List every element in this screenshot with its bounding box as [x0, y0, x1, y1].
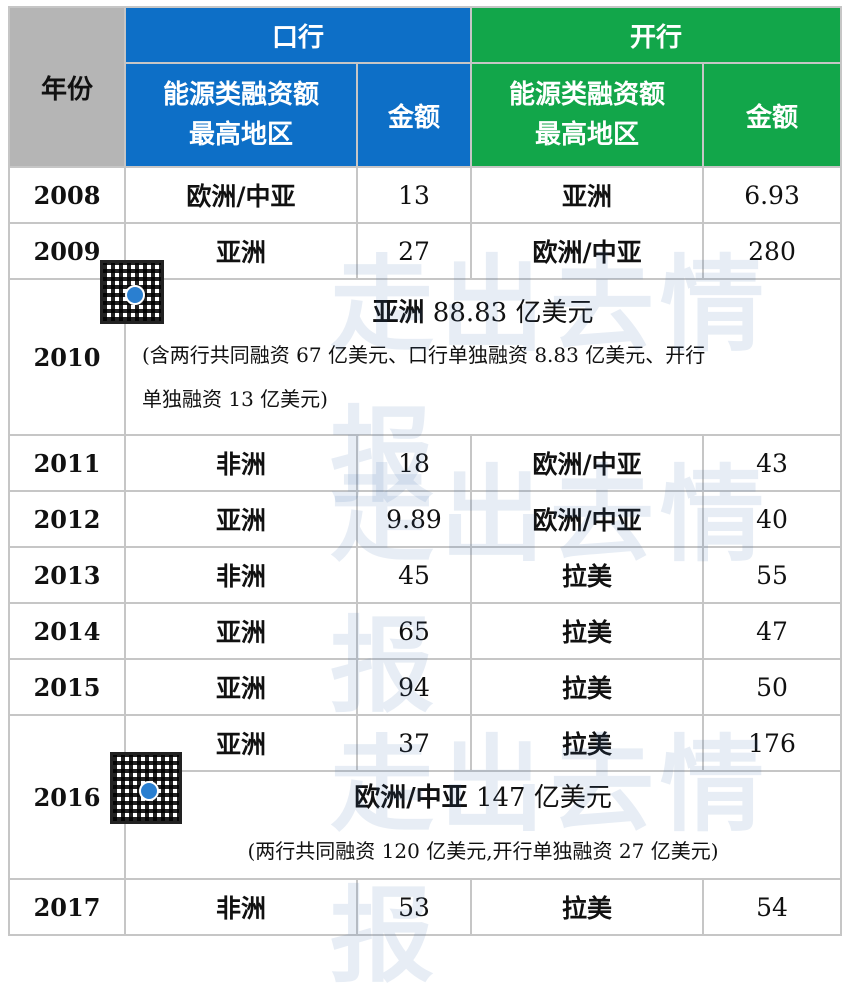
- b-region-cell: 亚洲: [470, 166, 705, 224]
- a-region-cell: 非洲: [124, 878, 358, 936]
- b-amount-cell: 176: [702, 714, 843, 772]
- table-row: 2017 非洲 53 拉美 54: [8, 878, 843, 936]
- b-amount-cell: 43: [702, 434, 843, 492]
- table-row: 2011 非洲 18 欧洲/中亚 43: [8, 434, 843, 492]
- b-amount-cell: 50: [702, 658, 843, 716]
- year-cell: 2015: [8, 658, 126, 716]
- table-row: 2008 欧洲/中亚 13 亚洲 6.93: [8, 166, 843, 224]
- a-region-cell: 欧洲/中亚: [124, 166, 358, 224]
- year-cell: 2017: [8, 878, 126, 936]
- a-region-cell: 非洲: [124, 546, 358, 604]
- a-region-cell: 亚洲: [124, 602, 358, 660]
- b-region-cell: 欧洲/中亚: [470, 434, 705, 492]
- merged-cell-2010: 亚洲 88.83 亿美元 (含两行共同融资 67 亿美元、口行单独融资 8.83…: [123, 278, 843, 436]
- year-cell: 2012: [8, 490, 126, 548]
- b-amount-cell: 55: [702, 546, 843, 604]
- a-amount-cell: 45: [355, 546, 473, 604]
- b-amount-cell: 54: [702, 878, 843, 936]
- year-header: 年份: [8, 6, 126, 168]
- a-amount-cell: 94: [355, 658, 473, 716]
- table-row: 2014 亚洲 65 拉美 47: [8, 602, 843, 660]
- year-cell: 2008: [8, 166, 126, 224]
- group-a-header: 口行: [123, 6, 473, 64]
- a-region-cell: 非洲: [124, 434, 358, 492]
- a-amount-cell: 18: [355, 434, 473, 492]
- b-region-cell: 拉美: [470, 602, 705, 660]
- b-region-cell: 拉美: [470, 658, 705, 716]
- a-region-cell: 亚洲: [124, 658, 358, 716]
- merged-summary-2016: 欧洲/中亚 147 亿美元: [123, 770, 843, 823]
- b-amount-cell: 6.93: [702, 166, 843, 224]
- qr-logo-icon: [139, 781, 159, 801]
- a-amount-cell: 53: [355, 878, 473, 936]
- financing-table: 年份 口行 开行 能源类融资额 最高地区 金额 能源类融资额 最高地区 金额 2…: [8, 6, 843, 936]
- b-region-cell: 拉美: [470, 714, 705, 772]
- qr-logo-icon: [125, 285, 145, 305]
- table-row-2016: 2016 亚洲 37 拉美 176: [8, 714, 843, 880]
- year-cell: 2011: [8, 434, 126, 492]
- qr-code-icon: [100, 260, 164, 324]
- group-b-header: 开行: [470, 6, 843, 64]
- b-region-cell: 欧洲/中亚: [470, 490, 705, 548]
- b-amount-cell: 280: [702, 222, 843, 280]
- a-amount-cell: 9.89: [355, 490, 473, 548]
- merged-note-2016: (两行共同融资 120 亿美元,开行单独融资 27 亿美元): [123, 823, 843, 880]
- merged-summary: 亚洲 88.83 亿美元: [372, 298, 594, 328]
- table-row: 2015 亚洲 94 拉美 50: [8, 658, 843, 716]
- year-cell: 2016: [8, 714, 126, 880]
- a-amount-header: 金额: [355, 62, 473, 168]
- year-cell: 2014: [8, 602, 126, 660]
- year-cell: 2013: [8, 546, 126, 604]
- b-amount-cell: 40: [702, 490, 843, 548]
- qr-code-icon: [110, 752, 182, 824]
- b-amount-cell: 47: [702, 602, 843, 660]
- b-region-cell: 拉美: [470, 878, 705, 936]
- b-region-cell: 欧洲/中亚: [470, 222, 705, 280]
- table-row: 2013 非洲 45 拉美 55: [8, 546, 843, 604]
- a-region-cell: 亚洲: [124, 490, 358, 548]
- merged-note: (含两行共同融资 67 亿美元、口行单独融资 8.83 亿美元、开行 单独融资 1…: [142, 343, 706, 411]
- a-region-cell: 亚洲: [124, 222, 358, 280]
- a-amount-cell: 37: [355, 714, 473, 772]
- table-row-2010: 2010 亚洲 88.83 亿美元 (含两行共同融资 67 亿美元、口行单独融资…: [8, 278, 843, 436]
- table-row: 2012 亚洲 9.89 欧洲/中亚 40: [8, 490, 843, 548]
- b-region-cell: 拉美: [470, 546, 705, 604]
- a-amount-cell: 27: [355, 222, 473, 280]
- b-region-header: 能源类融资额 最高地区: [470, 62, 705, 168]
- a-amount-cell: 13: [355, 166, 473, 224]
- b-amount-header: 金额: [702, 62, 843, 168]
- a-amount-cell: 65: [355, 602, 473, 660]
- a-region-header: 能源类融资额 最高地区: [124, 62, 358, 168]
